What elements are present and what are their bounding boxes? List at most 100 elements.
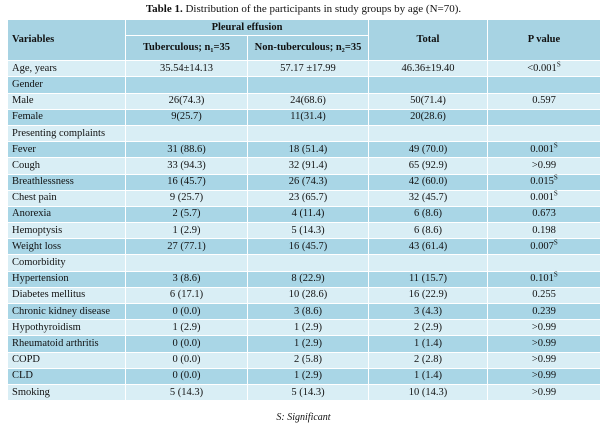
p-value-cell: >0.99 bbox=[487, 319, 601, 337]
tuberculous-cell: 0 (0.0) bbox=[125, 351, 248, 369]
p-value-cell-text: 0.239 bbox=[532, 305, 556, 317]
header-pleural-effusion: Pleural effusion bbox=[125, 18, 369, 37]
total-cell: 10 (14.3) bbox=[368, 383, 488, 402]
tuberculous-cell-text: 35.54±14.13 bbox=[159, 62, 213, 74]
non-tuberculous-cell: 57.17 ±17.99 bbox=[247, 60, 369, 78]
variable-cell: Breathlessness bbox=[7, 173, 126, 191]
variable-cell: Anorexia bbox=[7, 205, 126, 224]
table-body: Age, years 35.54±14.13 57.17 ±17.99 46.36±1… bbox=[7, 60, 601, 402]
variable-cell-text: Hemoptysis bbox=[12, 224, 63, 236]
header-variables: Variables bbox=[7, 18, 126, 62]
variable-cell: Cough bbox=[7, 157, 126, 175]
non-tuberculous-cell-text: 1 (2.9) bbox=[294, 321, 322, 333]
total-cell-text: 42 (60.0) bbox=[408, 176, 448, 188]
total-cell-text: 16 (22.9) bbox=[408, 289, 448, 301]
p-value-cell-text: >0.99 bbox=[531, 159, 557, 171]
variable-cell-text: Smoking bbox=[12, 386, 50, 398]
section-label: Comorbidity bbox=[7, 254, 126, 272]
table-row: Breathlessness 16 (45.7) 26 (74.3) 42 (60.0… bbox=[7, 173, 601, 191]
p-value-cell-text: >0.99 bbox=[531, 386, 557, 398]
p-value-cell-text: >0.99 bbox=[531, 370, 557, 382]
empty-cell bbox=[487, 76, 601, 94]
p-value-cell: 0.007S bbox=[487, 238, 601, 256]
p-value-cell: >0.99 bbox=[487, 367, 601, 385]
non-tuberculous-cell-text: 16 (45.7) bbox=[288, 240, 328, 252]
variable-cell-text: Chest pain bbox=[12, 192, 57, 204]
section-row: Presenting complaints bbox=[7, 124, 601, 143]
section-row: Comorbidity bbox=[7, 254, 601, 272]
total-cell: 65 (92.9) bbox=[368, 157, 488, 175]
variable-cell-text: Male bbox=[12, 95, 34, 107]
non-tuberculous-cell-text: 1 (2.9) bbox=[294, 370, 322, 382]
p-value-cell-text: >0.99 bbox=[531, 321, 557, 333]
tuberculous-cell: 33 (94.3) bbox=[125, 157, 248, 175]
p-value-cell-text: >0.99 bbox=[531, 337, 557, 349]
non-tuberculous-cell: 4 (11.4) bbox=[247, 205, 369, 224]
tuberculous-cell-text: 33 (94.3) bbox=[167, 159, 206, 171]
non-tuberculous-cell-text: 4 (11.4) bbox=[291, 208, 325, 220]
tuberculous-cell-text: 9(25.7) bbox=[171, 111, 202, 123]
table-row: Hemoptysis 1 (2.9) 5 (14.3) 6 (8.6) 0.198 bbox=[7, 222, 601, 240]
non-tuberculous-cell-text: 24(68.6) bbox=[290, 95, 326, 107]
empty-cell bbox=[125, 124, 248, 143]
non-tuberculous-cell: 11(31.4) bbox=[247, 108, 369, 126]
non-tuberculous-cell-text: 18 (51.4) bbox=[288, 143, 328, 155]
variable-cell: Weight loss bbox=[7, 238, 126, 256]
total-cell-text: 6 (8.6) bbox=[414, 208, 442, 220]
variable-cell-text: Weight loss bbox=[12, 240, 62, 252]
p-value-cell: 0.001S bbox=[487, 141, 601, 159]
total-cell: 20(28.6) bbox=[368, 108, 488, 126]
non-tuberculous-cell: 2 (5.8) bbox=[247, 351, 369, 369]
p-value-cell: >0.99 bbox=[487, 383, 601, 402]
variable-cell-text: Hypertension bbox=[12, 273, 69, 285]
total-cell: 6 (8.6) bbox=[368, 222, 488, 240]
non-tuberculous-cell: 16 (45.7) bbox=[247, 238, 369, 256]
tuberculous-cell: 0 (0.0) bbox=[125, 335, 248, 353]
total-cell: 42 (60.0) bbox=[368, 173, 488, 191]
empty-cell bbox=[368, 76, 488, 94]
non-tuberculous-cell: 8 (22.9) bbox=[247, 270, 369, 288]
total-cell-text: 2 (2.9) bbox=[414, 321, 442, 333]
total-cell: 1 (1.4) bbox=[368, 335, 488, 353]
p-value-cell: >0.99 bbox=[487, 351, 601, 369]
variable-cell-text: CLD bbox=[12, 370, 33, 382]
non-tuberculous-cell: 32 (91.4) bbox=[247, 157, 369, 175]
participants-table: Variables Pleural effusion Total P value… bbox=[7, 18, 601, 402]
non-tuberculous-cell-text: 26 (74.3) bbox=[288, 176, 328, 188]
variable-cell-text: Breathlessness bbox=[12, 176, 74, 188]
empty-cell bbox=[368, 254, 488, 272]
empty-cell bbox=[487, 254, 601, 272]
non-tuberculous-cell-text: 32 (91.4) bbox=[288, 159, 328, 171]
significance-marker: S bbox=[553, 270, 558, 279]
tuberculous-cell-text: 3 (8.6) bbox=[172, 273, 201, 285]
variable-cell-text: COPD bbox=[12, 354, 41, 366]
tuberculous-cell: 9(25.7) bbox=[125, 108, 248, 126]
header-p-value: P value bbox=[487, 18, 601, 62]
non-tuberculous-cell-text: 5 (14.3) bbox=[291, 224, 325, 236]
tuberculous-cell-text: 1 (2.9) bbox=[172, 224, 201, 236]
p-value-cell: 0.255 bbox=[487, 286, 601, 305]
total-cell: 32 (45.7) bbox=[368, 189, 488, 207]
non-tuberculous-cell: 5 (14.3) bbox=[247, 222, 369, 240]
tuberculous-cell-text: 5 (14.3) bbox=[169, 386, 204, 398]
p-value-cell: 0.001S bbox=[487, 189, 601, 207]
p-value-cell: 0.198 bbox=[487, 222, 601, 240]
table-caption-text: Distribution of the participants in stud… bbox=[185, 3, 462, 15]
variable-cell: Chronic kidney disease bbox=[7, 302, 126, 321]
tuberculous-cell: 26(74.3) bbox=[125, 92, 248, 110]
table-row: Rheumatoid arthritis 0 (0.0) 1 (2.9) 1 (1.4… bbox=[7, 335, 601, 353]
total-cell: 2 (2.8) bbox=[368, 351, 488, 369]
tuberculous-cell: 9 (25.7) bbox=[125, 189, 248, 207]
non-tuberculous-cell-text: 11(31.4) bbox=[290, 111, 326, 123]
table-row: COPD 0 (0.0) 2 (5.8) 2 (2.8) >0.99 bbox=[7, 351, 601, 369]
table-row: Fever 31 (88.6) 18 (51.4) 49 (70.0) 0.001S bbox=[7, 141, 601, 159]
table-caption: Table 1. Distribution of the participant… bbox=[0, 3, 607, 15]
p-value-cell: 0.101S bbox=[487, 270, 601, 288]
p-value-cell: 0.015S bbox=[487, 173, 601, 191]
variable-cell-text: Diabetes mellitus bbox=[12, 289, 86, 301]
p-value-cell-text: 0.015 bbox=[530, 176, 554, 188]
total-cell-text: 32 (45.7) bbox=[408, 192, 448, 204]
p-value-cell: <0.001S bbox=[487, 60, 601, 78]
total-cell: 46.36±19.40 bbox=[368, 60, 488, 78]
tuberculous-cell-text: 0 (0.0) bbox=[172, 337, 201, 349]
